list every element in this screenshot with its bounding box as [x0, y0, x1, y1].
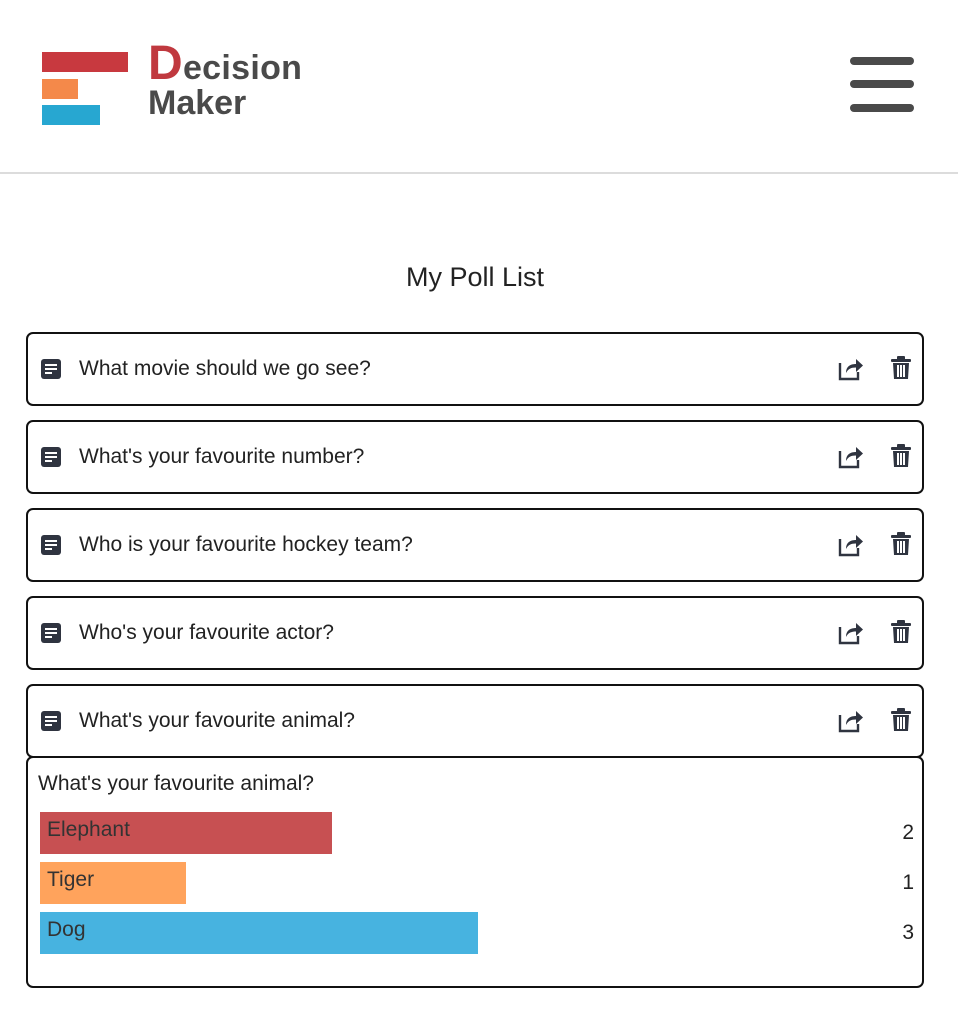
- trash-icon[interactable]: [890, 620, 912, 644]
- logo-line2: Maker: [148, 84, 247, 122]
- poll-question: What's your favourite number?: [79, 445, 365, 468]
- poll-item[interactable]: Who's your favourite actor?: [26, 596, 924, 670]
- poll-item[interactable]: What's your favourite animal?: [26, 684, 924, 758]
- poll-item[interactable]: Who is your favourite hockey team?: [26, 508, 924, 582]
- result-count: 3: [902, 921, 914, 944]
- trash-icon[interactable]: [890, 532, 912, 556]
- logo-rest: ecision: [182, 49, 303, 87]
- poll-item[interactable]: What movie should we go see?: [26, 332, 924, 406]
- hamburger-bar: [850, 104, 914, 112]
- result-count: 2: [902, 821, 914, 844]
- logo-bar-orange: [42, 79, 78, 99]
- share-icon[interactable]: [838, 445, 864, 469]
- result-label: Elephant: [47, 818, 130, 841]
- results-question: What's your favourite animal?: [38, 772, 314, 795]
- poll-results-panel: What's your favourite animal? Elephant 2…: [26, 756, 924, 988]
- hamburger-menu-icon[interactable]: [850, 57, 914, 113]
- logo-bar-red: [42, 52, 128, 72]
- result-bar: [40, 912, 478, 954]
- share-icon[interactable]: [838, 533, 864, 557]
- logo-icon: [42, 52, 130, 128]
- document-icon: [41, 711, 61, 731]
- result-row: Tiger 1: [40, 862, 914, 904]
- poll-question: What movie should we go see?: [79, 357, 371, 380]
- result-bar: [40, 862, 186, 904]
- poll-question: Who is your favourite hockey team?: [79, 533, 413, 556]
- logo-bar-blue: [42, 105, 100, 125]
- trash-icon[interactable]: [890, 444, 912, 468]
- document-icon: [41, 535, 61, 555]
- logo-text: Decision Maker: [148, 40, 302, 122]
- document-icon: [41, 623, 61, 643]
- result-row: Dog 3: [40, 912, 914, 954]
- document-icon: [41, 359, 61, 379]
- share-icon[interactable]: [838, 621, 864, 645]
- poll-question: What's your favourite animal?: [79, 709, 355, 732]
- poll-list: What movie should we go see? What's your…: [26, 332, 924, 772]
- result-label: Tiger: [47, 868, 95, 891]
- poll-item[interactable]: What's your favourite number?: [26, 420, 924, 494]
- trash-icon[interactable]: [890, 356, 912, 380]
- result-label: Dog: [47, 918, 86, 941]
- share-icon[interactable]: [838, 357, 864, 381]
- document-icon: [41, 447, 61, 467]
- trash-icon[interactable]: [890, 708, 912, 732]
- page-title: My Poll List: [405, 262, 545, 292]
- hamburger-bar: [850, 80, 914, 88]
- logo-line1: Decision: [148, 40, 302, 88]
- logo-initial: D: [148, 37, 183, 90]
- result-count: 1: [902, 871, 914, 894]
- app-header: Decision Maker: [0, 0, 958, 174]
- hamburger-bar: [850, 57, 914, 65]
- result-bar: [40, 812, 332, 854]
- poll-question: Who's your favourite actor?: [79, 621, 334, 644]
- share-icon[interactable]: [838, 709, 864, 733]
- result-row: Elephant 2: [40, 812, 914, 854]
